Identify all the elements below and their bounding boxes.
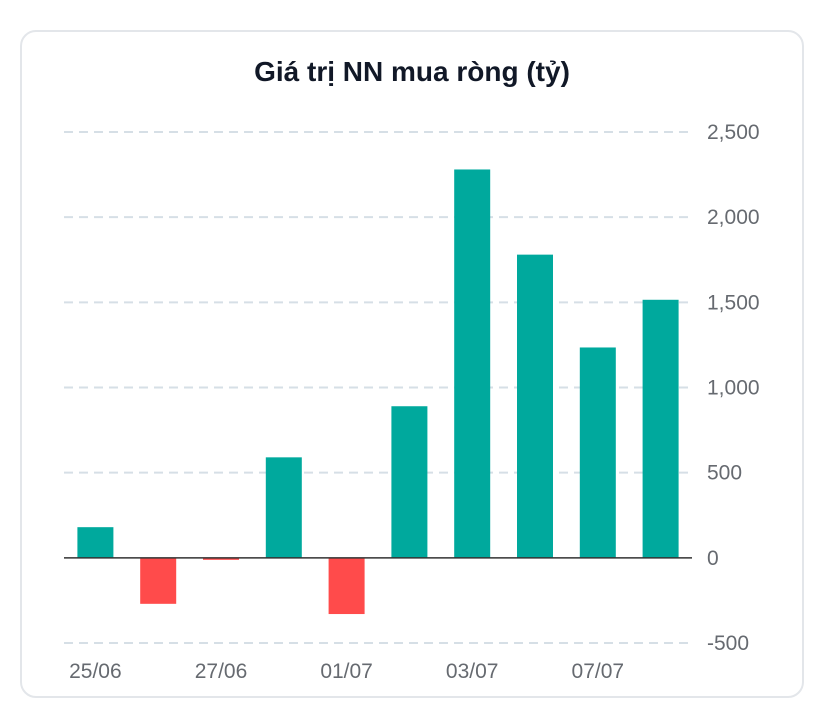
- x-tick-label: 03/07: [446, 660, 499, 683]
- y-tick-label: 1,500: [707, 291, 760, 314]
- x-tick-label: 07/07: [572, 660, 625, 683]
- y-tick-label: 500: [707, 462, 742, 485]
- bar-08-07: [642, 299, 679, 558]
- bar-02-07: [391, 406, 428, 558]
- y-tick-label: 1,000: [707, 377, 760, 400]
- bar-26-06: [140, 557, 177, 604]
- bar-27-06: [203, 557, 239, 560]
- x-tick-label: 25/06: [69, 660, 122, 683]
- bar-04-07: [517, 254, 553, 558]
- y-tick-label: 0: [707, 547, 719, 570]
- bar-07-07: [579, 347, 616, 558]
- bar-25-06: [77, 527, 114, 558]
- x-tick-label: 01/07: [320, 660, 373, 683]
- y-tick-label: -500: [707, 632, 749, 655]
- y-tick-label: 2,000: [707, 206, 760, 229]
- bar-28-06: [265, 457, 302, 558]
- bar-01-07: [328, 557, 365, 615]
- x-tick-label: 27/06: [195, 660, 248, 683]
- y-tick-label: 2,500: [707, 121, 760, 144]
- chart-title: Giá trị NN mua ròng (tỷ): [254, 56, 570, 87]
- bar-03-07: [454, 169, 491, 558]
